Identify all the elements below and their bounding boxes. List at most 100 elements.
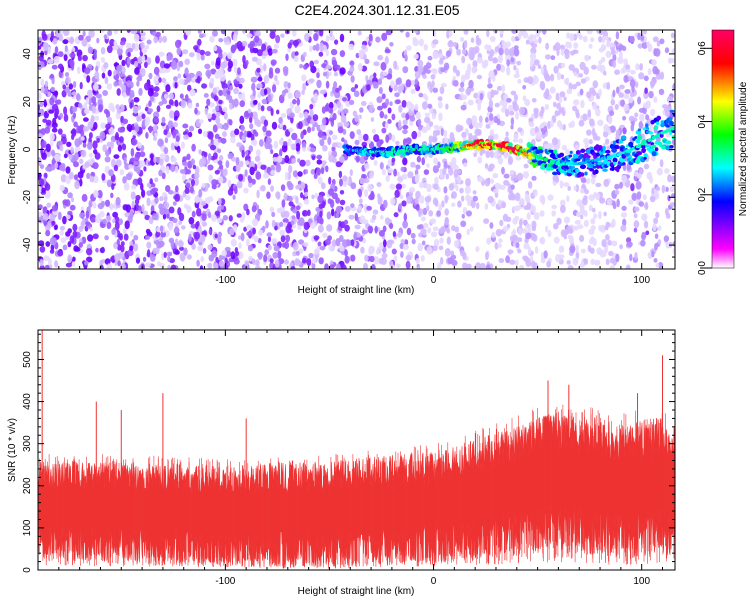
noise-blob: [518, 138, 524, 144]
noise-blob: [335, 238, 341, 247]
noise-blob: [562, 110, 566, 117]
noise-blob: [304, 33, 310, 42]
noise-blob: [191, 243, 196, 250]
noise-blob: [417, 130, 422, 138]
noise-blob: [66, 141, 72, 147]
noise-blob: [102, 90, 108, 96]
noise-blob: [113, 81, 118, 87]
noise-blob: [489, 150, 494, 159]
noise-blob: [62, 215, 67, 225]
noise-blob: [254, 35, 260, 43]
noise-blob: [446, 236, 451, 245]
noise-blob: [393, 212, 399, 218]
noise-blob: [83, 117, 89, 122]
noise-blob: [300, 131, 304, 140]
noise-blob: [45, 224, 51, 232]
noise-blob: [335, 197, 340, 204]
noise-blob: [383, 239, 387, 248]
noise-blob: [196, 259, 200, 267]
noise-blob: [506, 97, 512, 103]
noise-blob: [85, 210, 90, 219]
noise-blob: [284, 259, 289, 265]
noise-blob: [522, 228, 528, 234]
noise-blob: [234, 128, 240, 136]
noise-blob: [537, 64, 542, 69]
spectrogram-x-axis-label: Height of straight line (km): [298, 285, 415, 296]
noise-blob: [349, 67, 355, 72]
x-tick-label: 0: [431, 275, 437, 286]
noise-blob: [290, 143, 297, 151]
noise-blob: [468, 79, 474, 89]
noise-blob: [437, 96, 443, 102]
noise-blob: [129, 245, 134, 251]
noise-blob: [263, 88, 268, 96]
noise-blob: [263, 172, 270, 179]
noise-blob: [543, 72, 550, 80]
noise-blob: [207, 244, 213, 251]
noise-blob: [207, 153, 212, 161]
noise-blob: [560, 199, 566, 207]
noise-blob: [556, 217, 562, 225]
noise-blob: [644, 201, 649, 211]
noise-blob: [618, 44, 625, 50]
noise-blob: [510, 117, 515, 126]
noise-blob: [244, 260, 250, 266]
noise-blob: [448, 183, 455, 191]
noise-blob: [607, 128, 611, 136]
noise-blob: [637, 43, 644, 49]
noise-blob: [317, 241, 322, 247]
noise-blob: [262, 50, 269, 57]
noise-blob: [49, 73, 55, 79]
noise-blob: [389, 183, 396, 190]
noise-blob: [423, 44, 429, 51]
signal-blob: [584, 171, 588, 176]
noise-blob: [397, 175, 404, 183]
noise-blob: [123, 182, 130, 191]
noise-blob: [256, 83, 263, 89]
noise-blob: [377, 105, 383, 111]
noise-blob: [163, 129, 168, 136]
noise-blob: [87, 141, 93, 150]
noise-blob: [252, 89, 256, 97]
noise-blob: [588, 204, 593, 212]
noise-blob: [619, 181, 623, 189]
noise-blob: [215, 111, 221, 117]
noise-blob: [442, 167, 447, 176]
spectrogram-y-axis-label: Frequency (Hz): [7, 116, 18, 185]
noise-blob: [74, 152, 79, 161]
noise-blob: [224, 246, 231, 252]
noise-blob: [300, 192, 304, 199]
noise-blob: [244, 160, 250, 165]
noise-blob: [604, 138, 610, 145]
noise-blob: [547, 194, 554, 201]
noise-blob: [213, 95, 219, 102]
noise-blob: [76, 66, 81, 75]
noise-blob: [238, 77, 245, 84]
noise-blob: [153, 117, 159, 123]
noise-blob: [422, 74, 427, 79]
noise-blob: [295, 250, 300, 256]
noise-blob: [503, 173, 510, 179]
noise-blob: [238, 235, 242, 240]
noise-blob: [144, 214, 151, 221]
noise-blob: [153, 136, 157, 141]
noise-blob: [47, 91, 51, 97]
noise-blob: [590, 225, 596, 231]
noise-blob: [393, 255, 398, 262]
noise-blob: [414, 78, 419, 84]
noise-blob: [271, 238, 278, 244]
noise-blob: [473, 152, 477, 158]
noise-blob: [384, 217, 390, 225]
noise-blob: [194, 177, 199, 186]
noise-blob: [361, 44, 367, 50]
noise-blob: [438, 203, 443, 212]
noise-blob: [212, 124, 218, 133]
noise-blob: [620, 100, 625, 107]
noise-blob: [163, 147, 169, 155]
noise-blob: [590, 218, 596, 225]
noise-blob: [274, 67, 281, 74]
noise-blob: [187, 102, 193, 109]
noise-blob: [130, 148, 135, 157]
noise-blob: [633, 227, 638, 233]
noise-blob: [147, 87, 154, 97]
